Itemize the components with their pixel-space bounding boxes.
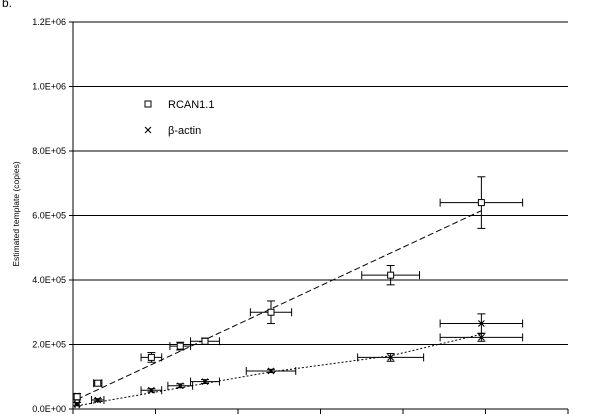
point-marker <box>147 353 155 361</box>
data-point <box>167 381 194 390</box>
data-point <box>169 341 192 351</box>
marker-stroke <box>387 354 395 361</box>
trend-line--actin <box>77 333 482 407</box>
point-marker <box>201 337 209 345</box>
point-marker <box>201 378 209 385</box>
y-tick-label: 1.2E+06 <box>32 17 66 27</box>
point-marker <box>477 199 485 207</box>
panel-label: b. <box>2 0 13 10</box>
y-axis-label: Estimated template (copies) <box>11 161 21 267</box>
legend-label: RCAN1.1 <box>168 99 214 111</box>
point-marker <box>267 308 275 316</box>
marker-stroke <box>201 378 209 385</box>
marker-stroke <box>477 334 485 341</box>
data-point <box>73 392 82 401</box>
point-marker <box>387 271 395 279</box>
marker-stroke <box>267 367 275 375</box>
point-marker <box>73 393 81 401</box>
y-tick-label: 0.0E+00 <box>32 404 66 414</box>
y-tick-label: 4.0E+05 <box>32 275 66 285</box>
point-marker <box>387 354 395 361</box>
point-marker <box>73 400 81 408</box>
legend-marker <box>144 100 152 108</box>
data-point <box>190 337 220 346</box>
data-point <box>357 353 425 362</box>
marker-stroke <box>176 382 184 390</box>
trend-lines <box>76 210 482 407</box>
point-marker <box>477 334 485 341</box>
marker-stroke <box>144 126 152 134</box>
point-marker <box>176 382 184 390</box>
marker-stroke <box>94 396 102 404</box>
legend: RCAN1.1 β-actin <box>144 99 214 137</box>
data-point <box>361 264 420 286</box>
data-point <box>140 352 163 363</box>
data-points <box>73 176 524 409</box>
point-marker <box>94 379 102 387</box>
y-tick-label: 1.0E+06 <box>32 82 66 92</box>
y-tick-label: 6.0E+05 <box>32 211 66 221</box>
marker-stroke <box>73 400 81 408</box>
legend-label: β-actin <box>168 125 201 137</box>
data-point <box>439 313 524 334</box>
data-point <box>140 386 163 395</box>
data-point <box>190 377 220 386</box>
data-point <box>249 300 293 325</box>
legend-marker <box>144 126 152 134</box>
marker-stroke <box>147 386 155 394</box>
trend-line-rcan1-1 <box>76 210 482 400</box>
data-point <box>439 176 524 229</box>
y-tick-label: 8.0E+05 <box>32 146 66 156</box>
data-point <box>91 395 105 404</box>
point-marker <box>147 386 155 394</box>
marker-stroke <box>477 320 485 327</box>
data-point <box>73 400 82 409</box>
data-point <box>439 333 524 342</box>
point-marker <box>176 342 184 350</box>
data-point <box>93 379 103 388</box>
point-marker <box>477 320 485 327</box>
point-marker <box>267 367 275 375</box>
data-point <box>245 366 297 375</box>
axes: 0.0E+00 2.0E+05 4.0E+05 6.0E+05 8.0E+05 1.0E+… <box>32 17 569 414</box>
y-tick-label: 2.0E+05 <box>32 340 66 350</box>
point-marker <box>94 396 102 404</box>
grid-lines <box>73 21 568 345</box>
